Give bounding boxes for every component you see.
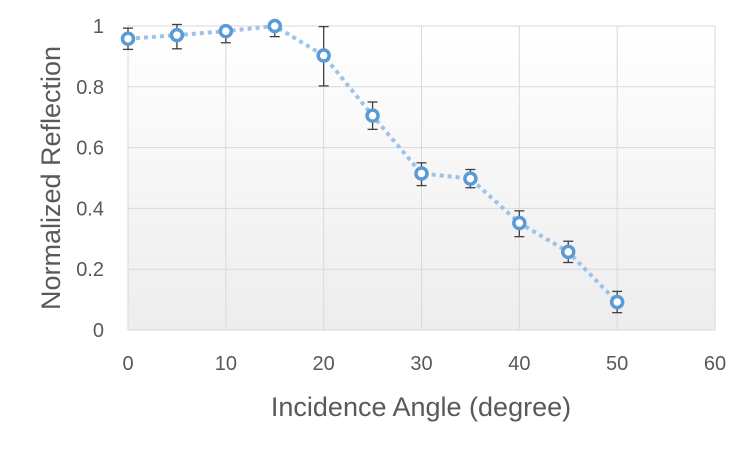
x-tick-label: 30 [410, 353, 432, 375]
y-tick-label: 0.6 [76, 138, 104, 160]
data-point [463, 171, 478, 186]
y-tick-label: 0.4 [76, 198, 104, 220]
data-point [512, 215, 527, 231]
data-point [609, 294, 625, 310]
x-axis-title: Incidence Angle (degree) [271, 392, 571, 422]
x-tick-label: 40 [508, 353, 530, 375]
y-tick-label: 0.8 [76, 77, 104, 99]
y-axis-title: Normalized Reflection [36, 46, 66, 310]
data-point [267, 18, 282, 34]
y-tick-label: 0 [93, 320, 104, 342]
data-point [169, 27, 185, 43]
data-point [414, 166, 429, 181]
data-point [120, 31, 136, 47]
x-tick-label: 10 [215, 353, 237, 375]
data-point [218, 23, 234, 39]
x-tick-label: 50 [606, 353, 628, 375]
x-tick-label: 0 [122, 353, 133, 375]
data-series [120, 18, 625, 314]
data-point [561, 244, 576, 260]
data-point [316, 48, 331, 63]
y-tick-label: 1 [93, 16, 104, 38]
x-tick-label: 20 [313, 353, 335, 375]
data-point [365, 108, 380, 123]
x-tick-label: 60 [704, 353, 726, 375]
y-tick-label: 0.2 [76, 259, 104, 281]
tick-labels: 00.20.40.60.810 10 20 30 40 50 60 [76, 16, 726, 375]
